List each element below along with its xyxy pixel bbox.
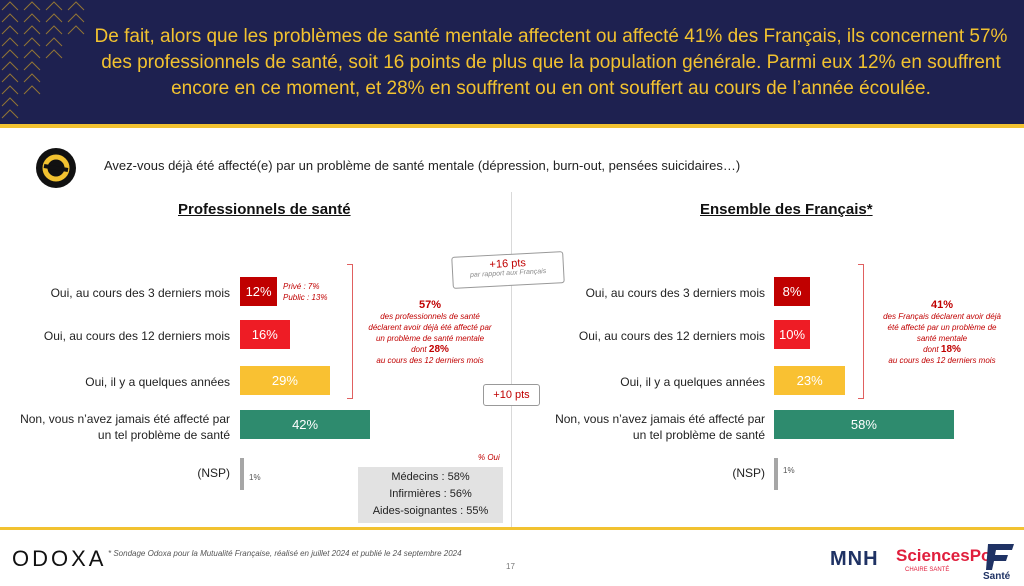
category-label: Non, vous n’avez jamais été affecté par … (20, 412, 230, 442)
diff-value: +10 pts (493, 389, 530, 401)
annotation-text: déclarent avoir déjà été affecté par (368, 323, 492, 332)
category-label: (NSP) (197, 466, 230, 480)
annotation-text: un problème de santé mentale (375, 334, 485, 343)
category-label: Oui, il y a quelques années (620, 375, 765, 389)
bar: 42% (240, 410, 371, 439)
header-accent-line (0, 124, 1024, 128)
category-label: Non, vous n’avez jamais été affecté par … (555, 412, 765, 442)
bar: 12% (240, 277, 278, 306)
annotation-left: 57% des professionnels de santé déclaren… (355, 300, 505, 366)
chart-title-francais: Ensemble des Français* (700, 201, 873, 218)
source-note: * Sondage Odoxa pour la Mutualité França… (108, 549, 462, 558)
category-label: Oui, il y a quelques années (85, 375, 230, 389)
sciencespo-subtitle: CHAIRE SANTÉ (905, 567, 950, 573)
bar: 10% (774, 320, 810, 349)
chart-title-asterisk: * (866, 201, 873, 218)
bar: 23% (774, 366, 846, 395)
bar: 8% (774, 277, 810, 306)
bar-value-label: 42% (292, 417, 319, 432)
category-label: Oui, au cours des 3 derniers mois (50, 286, 230, 300)
annotation-text: au cours des 12 derniers mois (376, 356, 484, 365)
annotation-total: 41% (930, 299, 954, 311)
page-number: 17 (506, 562, 515, 571)
category-label: Oui, au cours des 3 derniers mois (585, 286, 765, 300)
annotation-text: dont (923, 345, 939, 354)
bar: 16% (240, 320, 290, 349)
bar (240, 458, 244, 490)
header-banner: De fait, alors que les problèmes de sant… (0, 0, 1024, 124)
category-label: Oui, au cours des 12 derniers mois (43, 329, 230, 343)
bar-value-label: 16% (251, 327, 278, 342)
category-label: (NSP) (732, 466, 765, 480)
annotation-text: dont (411, 345, 427, 354)
annotation-sub-total: 18% (940, 344, 961, 355)
bar-value-label: 1% (249, 473, 261, 482)
diff-pill-16: +16 pts par rapport aux Français (451, 251, 565, 289)
odoxa-badge-icon (36, 148, 76, 188)
pct-oui-label: % Oui (478, 453, 500, 462)
annotation-text: des Français déclarent avoir déjà (883, 312, 1001, 321)
profession-medecins: Médecins : 58% (391, 471, 470, 483)
chevron-pattern-decoration (1, 1, 85, 119)
f-sante-label: Santé (983, 571, 1011, 582)
bar-value-label: 8% (782, 284, 802, 299)
annotation-text: des professionnels de santé (380, 312, 480, 321)
bar-value-label: 29% (271, 373, 298, 388)
diff-pill-10: +10 pts (483, 384, 540, 406)
profession-infirmieres: Infirmières : 56% (389, 488, 472, 500)
sciencespo-logo: SciencesPo (896, 546, 992, 565)
bar: 29% (240, 366, 330, 395)
column-divider (511, 192, 512, 527)
public-note: Public : 13% (283, 293, 328, 302)
professions-box: Médecins : 58% Infirmières : 56% Aides-s… (358, 467, 503, 523)
odoxa-logo: ODOXA (12, 546, 107, 571)
bracket-right (858, 264, 864, 399)
profession-aides-soignantes: Aides-soignantes : 55% (372, 505, 489, 517)
page-title: De fait, alors que les problèmes de sant… (94, 26, 1008, 99)
bracket-left (347, 264, 353, 399)
f-sante-logo-icon (986, 544, 1014, 570)
mnh-logo: MNH (830, 548, 879, 570)
footer-accent-line (0, 527, 1024, 530)
prive-note: Privé : 7% (283, 282, 320, 291)
bar-value-label: 1% (783, 466, 795, 475)
category-label: Oui, au cours des 12 derniers mois (578, 329, 765, 343)
bar-value-label: 12% (245, 284, 272, 299)
survey-question: Avez-vous déjà été affecté(e) par un pro… (104, 158, 741, 173)
chart-title-professionnels: Professionnels de santé (178, 201, 351, 218)
chart-title-text: Ensemble des Français (700, 201, 867, 218)
annotation-total: 57% (418, 299, 442, 311)
annotation-right: 41% des Français déclarent avoir déjà ét… (866, 300, 1018, 366)
bar (774, 458, 778, 490)
annotation-text: été affecté par un problème de (887, 323, 997, 332)
annotation-text: au cours des 12 derniers mois (888, 356, 996, 365)
bar-value-label: 58% (850, 417, 877, 432)
bar-value-label: 10% (778, 327, 806, 342)
bar: 58% (774, 410, 954, 439)
bar-value-label: 23% (796, 373, 823, 388)
annotation-sub-total: 28% (428, 344, 449, 355)
annotation-text: santé mentale (916, 334, 968, 343)
